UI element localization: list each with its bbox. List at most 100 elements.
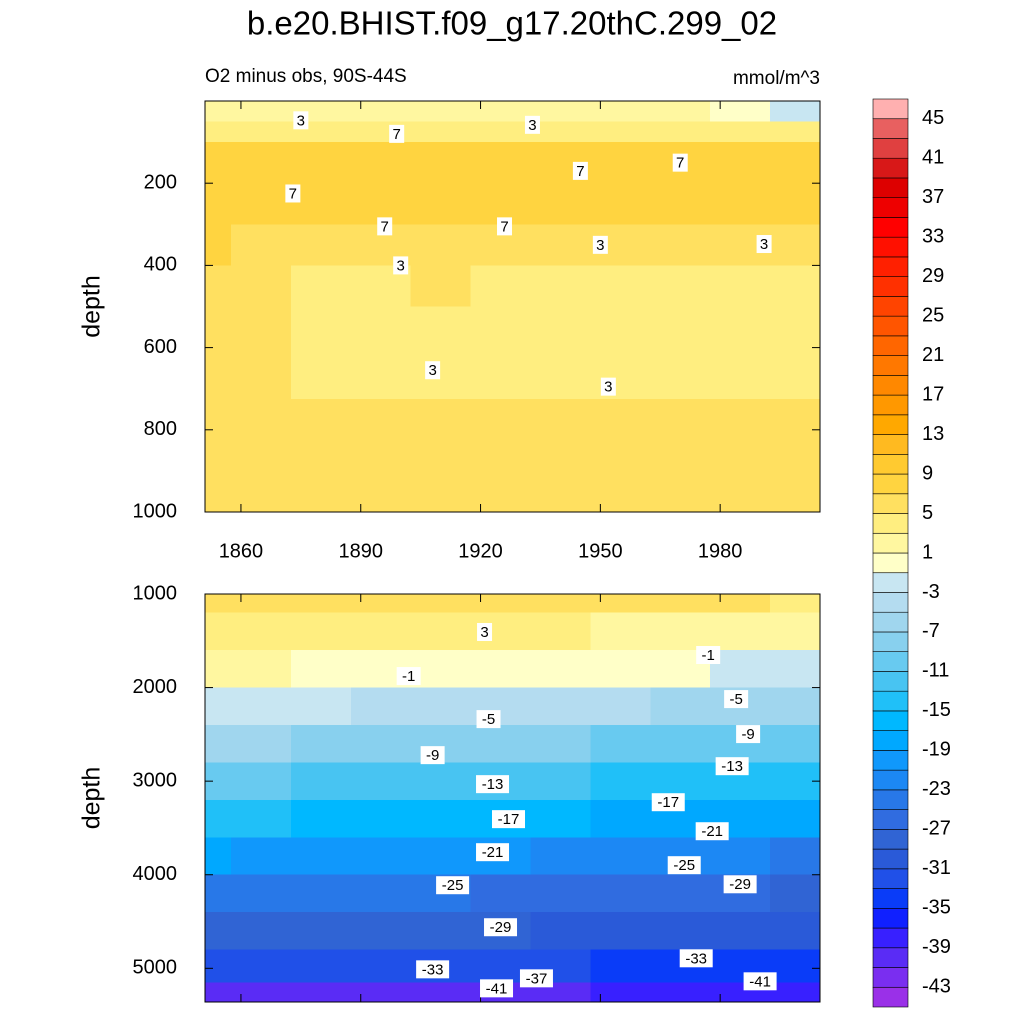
- contour-field: [205, 594, 821, 1003]
- contour-label: 7: [676, 155, 684, 172]
- field-cell: [710, 162, 771, 189]
- colorbar-box: [872, 690, 909, 712]
- field-cell: [230, 912, 292, 951]
- field-cell: [290, 224, 352, 266]
- colorbar-box: [872, 276, 909, 297]
- field-cell: [650, 594, 711, 614]
- field-cell: [770, 188, 821, 225]
- field-cell: [350, 162, 412, 189]
- colorbar-box: [872, 927, 909, 949]
- field-cell: [530, 594, 591, 614]
- plot-frame: [204, 100, 821, 513]
- field-cell: [470, 594, 531, 614]
- contour-label-box: [651, 793, 685, 812]
- field-cell: [470, 142, 531, 164]
- field-cell: [410, 799, 472, 838]
- contour-label-box: [572, 161, 588, 180]
- field-cell: [470, 725, 531, 763]
- contour-label: -1: [402, 668, 415, 685]
- contour-label: -29: [490, 919, 512, 936]
- colorbar-box: [872, 513, 909, 534]
- field-cell: [230, 799, 292, 838]
- colorbar-box: [872, 434, 909, 455]
- colorbar-box: [872, 769, 909, 791]
- contour-label-box: [425, 361, 441, 380]
- contour-label-box: [476, 843, 510, 862]
- field-cell: [530, 265, 591, 307]
- y-axis-label: depth: [78, 767, 106, 830]
- field-cell: [770, 982, 821, 1003]
- contour-label: 3: [596, 237, 604, 254]
- field-cell: [590, 188, 651, 225]
- field-cell: [590, 101, 651, 123]
- field-cell: [350, 687, 412, 726]
- field-cell: [205, 799, 232, 838]
- x-tick-label: 1980: [698, 540, 743, 562]
- field-cell: [410, 982, 472, 1003]
- colorbar-box: [872, 454, 909, 475]
- contour-label-box: [519, 969, 553, 988]
- field-cell: [470, 162, 531, 189]
- field-cell: [530, 982, 591, 1003]
- field-cell: [650, 725, 711, 763]
- field-cell: [530, 799, 591, 838]
- colorbar-tick-label: 45: [922, 107, 944, 129]
- field-cell: [770, 687, 821, 726]
- field-cell: [205, 460, 232, 513]
- colorbar-box: [872, 532, 909, 554]
- field-cell: [650, 687, 711, 726]
- field-cell: [590, 837, 651, 876]
- field-cell: [710, 306, 771, 349]
- field-cell: [290, 398, 352, 462]
- field-cell: [205, 142, 232, 164]
- contour-label-box: [497, 217, 513, 236]
- contour-label-box: [393, 256, 409, 275]
- contour-label: -9: [741, 726, 754, 743]
- field-cell: [770, 912, 821, 951]
- field-cell: [710, 121, 771, 143]
- colorbar-box: [872, 572, 909, 593]
- colorbar-tick-label: -7: [922, 620, 940, 642]
- field-cell: [410, 224, 472, 266]
- field-cell: [230, 265, 292, 307]
- x-tick-label: 1920: [458, 540, 503, 562]
- field-cell: [710, 101, 771, 123]
- field-cell: [290, 799, 352, 838]
- colorbar-box: [872, 355, 909, 376]
- field-cell: [290, 762, 352, 801]
- contour-label-box: [600, 377, 616, 396]
- y-tick-label: 4000: [133, 863, 178, 885]
- field-cell: [205, 265, 232, 307]
- contour-label: 3: [760, 236, 768, 253]
- contour-label: -33: [422, 961, 444, 978]
- colorbar-box: [872, 730, 909, 751]
- colorbar-tick-label: 37: [922, 186, 944, 208]
- field-cell: [650, 347, 711, 400]
- field-cell: [530, 347, 591, 400]
- field-cell: [470, 306, 531, 349]
- field-cell: [530, 725, 591, 763]
- field-cell: [770, 224, 821, 266]
- field-cell: [470, 347, 531, 400]
- colorbar-box: [872, 651, 909, 672]
- colorbar-tick-label: -19: [922, 739, 951, 761]
- field-cell: [650, 101, 711, 123]
- y-tick-label: 400: [144, 254, 177, 276]
- field-cell: [590, 612, 651, 651]
- contour-label-box: [477, 622, 493, 641]
- contour-label: 3: [397, 257, 405, 274]
- field-cell: [710, 612, 771, 651]
- field-cell: [590, 762, 651, 801]
- contour-label: -1: [702, 647, 715, 664]
- colorbar-box: [872, 908, 909, 929]
- contour-label: -13: [721, 758, 743, 775]
- field-cell: [710, 460, 771, 513]
- contour-label: -13: [482, 776, 504, 793]
- colorbar-tick-label: -39: [922, 936, 951, 958]
- contour-label: -5: [729, 691, 742, 708]
- field-cell: [410, 121, 472, 143]
- field-cell: [230, 837, 292, 876]
- field-cell: [290, 949, 352, 983]
- field-cell: [650, 188, 711, 225]
